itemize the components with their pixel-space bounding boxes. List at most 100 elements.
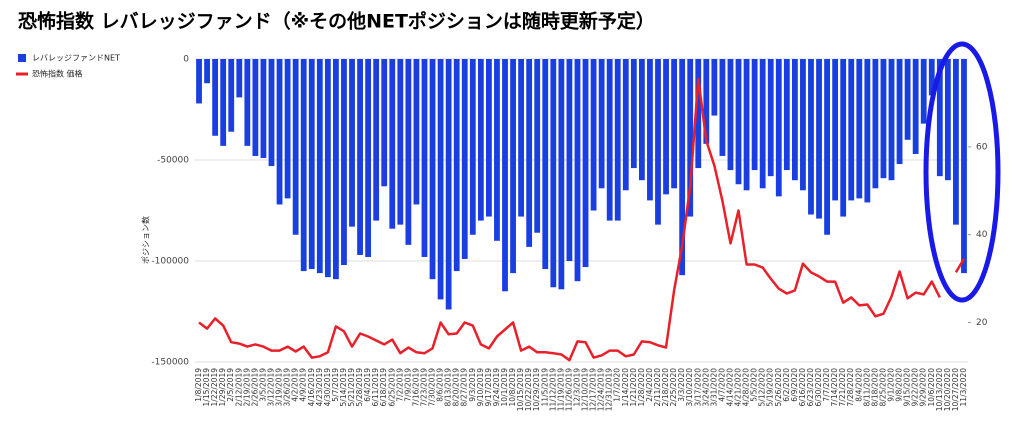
- x-tick-label: 3/5/2019: [258, 368, 267, 402]
- bar: [196, 59, 202, 104]
- x-tick-label: 12/17/2019: [589, 368, 598, 411]
- bar: [260, 59, 267, 158]
- x-tick-label: 3/10/2020: [685, 368, 694, 407]
- y-tick-label: -150000: [151, 358, 189, 368]
- x-tick-label: 12/31/2019: [605, 368, 614, 411]
- bar: [510, 59, 516, 274]
- x-tick-label: 12/24/2019: [597, 368, 606, 411]
- bar: [357, 59, 363, 255]
- bar: [840, 59, 847, 217]
- x-tick-label: 1/28/2020: [637, 368, 646, 407]
- x-tick-label: 5/5/2020: [750, 368, 759, 402]
- y-axis-label: ポジション数: [141, 216, 151, 264]
- y-tick-label: -100000: [151, 257, 189, 267]
- bar: [316, 59, 323, 274]
- bar: [775, 59, 782, 197]
- x-tick-label: 10/6/2020: [927, 368, 936, 407]
- bar: [872, 59, 879, 189]
- bar: [204, 59, 210, 84]
- x-tick-label: 10/29/2019: [532, 368, 541, 411]
- bar: [695, 59, 702, 169]
- bar: [381, 59, 388, 187]
- bar: [333, 59, 339, 280]
- bar: [687, 59, 694, 217]
- x-tick-label: 7/7/2020: [822, 368, 831, 402]
- bar: [469, 59, 476, 235]
- x-tick-label: 6/30/2020: [814, 368, 823, 407]
- x-tick-label: 5/26/2020: [774, 368, 783, 407]
- bar: [816, 59, 822, 219]
- bar: [284, 59, 291, 199]
- bar: [614, 59, 621, 221]
- bar: [582, 59, 589, 268]
- bar: [606, 59, 613, 221]
- bar: [808, 59, 814, 215]
- bar: [904, 59, 911, 140]
- bar: [486, 59, 492, 217]
- x-tick-label: 7/23/2019: [419, 368, 428, 407]
- x-tick-label: 11/12/2019: [548, 368, 557, 411]
- x-tick-label: 4/30/2019: [323, 368, 332, 407]
- x-tick-label: 1/29/2019: [218, 368, 227, 407]
- bar: [445, 59, 452, 310]
- x-tick-label: 8/4/2020: [854, 368, 863, 402]
- bar: [534, 59, 541, 233]
- line: [198, 77, 966, 362]
- x-tick-label: 2/19/2019: [242, 368, 251, 407]
- x-tick-label: 12/3/2019: [572, 368, 581, 407]
- x-tick-label: 11/19/2019: [556, 368, 565, 411]
- bar: [791, 59, 798, 181]
- bar: [743, 59, 750, 191]
- bar: [212, 59, 219, 136]
- x-tick-label: 10/8/2019: [508, 368, 517, 407]
- x-tick-label: 1/15/2019: [202, 368, 211, 407]
- x-tick-label: 8/25/2020: [878, 368, 887, 407]
- bar: [494, 59, 500, 241]
- legend-label: レバレッジファンドNET: [32, 54, 120, 63]
- bar: [365, 59, 372, 257]
- x-tick-label: 1/7/2020: [613, 368, 622, 402]
- bar: [880, 59, 887, 179]
- bar: [421, 59, 428, 257]
- bar: [896, 59, 903, 165]
- x-tick-label: 5/19/2020: [766, 368, 775, 407]
- bar: [783, 59, 790, 171]
- bar: [961, 59, 967, 274]
- x-tick-label: 11/26/2019: [564, 368, 573, 411]
- bar: [397, 59, 404, 225]
- x-tick-label: 9/29/2020: [919, 368, 928, 407]
- bar: [220, 59, 227, 146]
- bar: [888, 59, 895, 181]
- x-tick-label: 8/20/2019: [452, 368, 461, 407]
- bar: [671, 59, 677, 189]
- bar: [936, 59, 943, 177]
- bar: [477, 59, 484, 221]
- bar: [324, 59, 331, 278]
- bar: [413, 59, 420, 205]
- bar: [373, 59, 380, 221]
- bar: [349, 59, 355, 227]
- x-tick-label: 7/2/2019: [395, 368, 404, 402]
- x-tick-label: 4/2/2019: [291, 368, 300, 402]
- x-tick-label: 4/7/2020: [717, 368, 726, 402]
- x-tick-label: 10/27/2020: [951, 368, 960, 411]
- x-tick-label: 7/21/2020: [838, 368, 847, 407]
- bar: [703, 59, 710, 144]
- legend-swatch: [18, 54, 26, 62]
- x-tick-label: 2/26/2019: [250, 368, 259, 407]
- x-tick-label: 9/10/2019: [476, 368, 485, 407]
- bar: [630, 59, 637, 169]
- bar: [767, 59, 774, 177]
- x-tick-label: 5/14/2019: [339, 368, 348, 407]
- x-tick-label: 1/14/2020: [621, 368, 630, 407]
- x-tick-label: 10/20/2020: [943, 368, 952, 411]
- bar: [912, 59, 919, 154]
- chart-title: 恐怖指数 レバレッジファンド（※その他NETポジションは随時更新予定）: [18, 10, 655, 33]
- bar: [727, 59, 734, 171]
- x-tick-label: 6/18/2019: [379, 368, 388, 407]
- bar: [268, 59, 275, 167]
- x-tick-label: 2/25/2020: [669, 368, 678, 407]
- bar: [944, 59, 951, 181]
- bar: [800, 59, 806, 191]
